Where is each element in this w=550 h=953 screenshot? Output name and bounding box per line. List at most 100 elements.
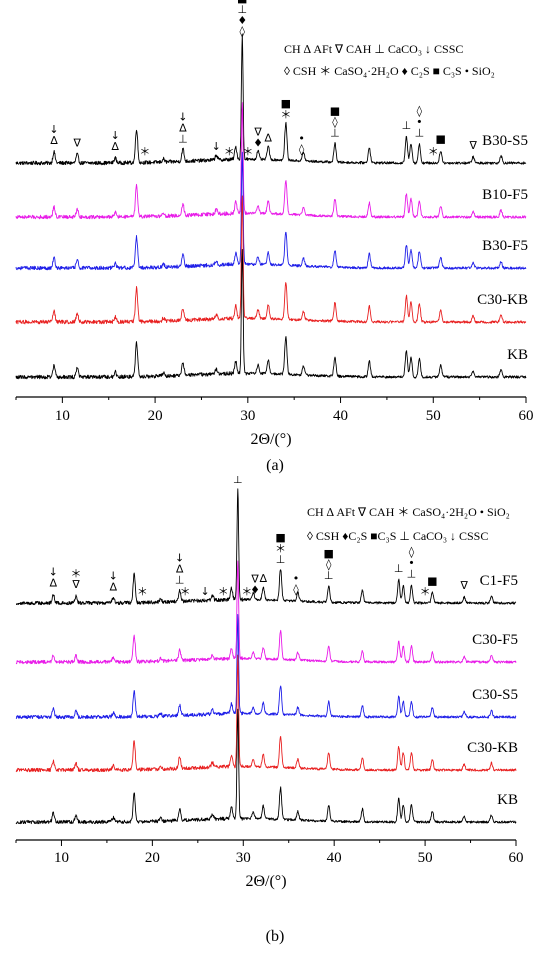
peak-marker-a-13-1: ◊ <box>332 115 338 128</box>
peak-marker-a-9-0: ∇ <box>253 125 262 138</box>
peak-marker-a-7-3: ◊ <box>240 25 246 38</box>
peak-marker-a-15-1: • <box>416 115 423 128</box>
peak-marker-b-14-1: ◊ <box>326 558 332 571</box>
peak-marker-a-6-0: ＊ <box>224 145 235 158</box>
peak-marker-a-4-1: ∆ <box>178 122 187 135</box>
peak-marker-a-12-0: • <box>298 132 305 145</box>
series-label-a-c30-kb: C30-KB <box>477 292 528 308</box>
peak-marker-b-11-0: ∆ <box>259 572 268 585</box>
peak-marker-a-2-0: ↓ <box>111 129 120 142</box>
peak-marker-b-1-1: ∇ <box>71 578 80 591</box>
peak-marker-b-10-1: ♦ <box>250 583 260 596</box>
trace-b-c30-f5 <box>15 560 517 665</box>
peak-marker-b-8-3: ⊥ <box>233 476 243 486</box>
peak-marker-a-0-1: ∆ <box>49 134 58 147</box>
series-label-a-b10-f5: B10-F5 <box>482 187 528 203</box>
peak-marker-a-15-0: ◊ <box>417 104 423 117</box>
x-tick-label-a-50: 50 <box>426 408 441 424</box>
x-tick-label-a-10: 10 <box>55 408 70 424</box>
panel-label-a: (a) <box>266 457 284 474</box>
peak-marker-a-16-0: ＊ <box>428 145 439 158</box>
trace-a-kb <box>15 249 527 380</box>
peak-marker-b-0-1: ∆ <box>49 576 58 589</box>
x-tick-label-b-50: 50 <box>418 850 433 866</box>
x-tick-label-b-20: 20 <box>145 850 160 866</box>
peak-marker-b-0-0: ↓ <box>49 565 58 578</box>
peak-marker-a-7-2: ♦ <box>237 14 247 27</box>
peak-marker-a-7-1: ⊥ <box>237 3 247 16</box>
peak-marker-b-13-1: ◊ <box>293 583 299 596</box>
legend-line-a-2: ◊ CSH ＊ CaSO₄·2H₂O ♦ C₂S ■ C₃S • SiO₂ <box>284 64 495 78</box>
trace-a-b10-f5 <box>15 102 527 220</box>
peak-marker-b-5-0: ＊ <box>180 585 191 598</box>
peak-marker-b-16-0: ◊ <box>409 546 415 559</box>
peak-marker-a-2-1: ∆ <box>111 140 120 153</box>
x-axis-label-a: 2Θ/(°) <box>250 431 291 448</box>
peak-marker-a-12-1: ◊ <box>299 143 305 156</box>
series-label-a-kb: KB <box>507 347 528 363</box>
peak-marker-a-13-2: ⊥ <box>330 126 340 139</box>
peak-marker-b-1-0: ＊ <box>71 567 82 580</box>
peak-marker-b-14-2: ⊥ <box>324 569 334 582</box>
peak-marker-a-4-2: ⊥ <box>178 133 188 146</box>
peak-marker-a-11-0: ■ <box>281 97 291 110</box>
peak-marker-a-9-1: ♦ <box>253 136 263 149</box>
series-label-b-c30-kb: C30-KB <box>467 740 518 756</box>
x-tick-label-b-60: 60 <box>509 850 524 866</box>
peak-marker-a-7-0: ■ <box>237 0 247 5</box>
legend-line-b-2: ◊ CSH ♦C₂S ■C₃S ⊥ CaCO₃ ↓ CSSC <box>307 529 488 543</box>
peak-marker-a-10-0: ∆ <box>264 131 273 144</box>
peak-marker-b-3-0: ＊ <box>137 585 148 598</box>
x-tick-label-b-10: 10 <box>54 850 69 866</box>
peak-marker-b-4-1: ∆ <box>175 562 184 575</box>
trace-a-b30-f5 <box>15 151 527 271</box>
peak-marker-b-18-0: ■ <box>427 575 437 588</box>
x-tick-label-a-20: 20 <box>148 408 163 424</box>
trace-b-c1-f5 <box>15 488 517 606</box>
peak-marker-b-7-0: ＊ <box>218 585 229 598</box>
peak-marker-a-8-0: ＊ <box>242 145 253 158</box>
x-tick-label-a-60: 60 <box>519 408 534 424</box>
peak-marker-a-15-2: ⊥ <box>415 126 425 139</box>
x-tick-label-a-30: 30 <box>240 408 255 424</box>
x-axis-label-b: 2Θ/(°) <box>245 873 286 890</box>
peak-marker-b-16-2: ⊥ <box>407 568 417 581</box>
peak-marker-b-4-0: ↓ <box>175 551 184 564</box>
series-label-b-c30-f5: C30-F5 <box>472 632 518 648</box>
peak-marker-b-9-0: ＊ <box>241 585 252 598</box>
panel-label-b: (b) <box>266 928 285 945</box>
trace-b-kb <box>15 708 517 825</box>
series-label-b-c1-f5: C1-F5 <box>480 573 518 589</box>
peak-marker-b-2-1: ∆ <box>109 580 118 593</box>
legend-line-a-1: CH ∆ AFt ∇ CAH ⊥ CaCO₃ ↓ CSSC <box>284 42 463 56</box>
trace-a-c30-kb <box>15 195 527 325</box>
peak-marker-b-19-0: ∇ <box>460 579 469 592</box>
legend-line-b-1: CH ∆ AFt ∇ CAH ＊ CaSO₄·2H₂O • SiO₂ <box>307 505 510 519</box>
peak-marker-a-11-1: ＊ <box>280 108 291 121</box>
peak-marker-b-12-1: ＊ <box>275 542 286 555</box>
peak-marker-b-14-0: ■ <box>324 547 334 560</box>
series-label-b-c30-s5: C30-S5 <box>472 687 518 703</box>
peak-marker-a-1-0: ∇ <box>73 136 82 149</box>
peak-marker-b-17-0: ＊ <box>420 585 431 598</box>
peak-marker-a-14-0: ⊥ <box>402 119 412 132</box>
peak-marker-b-4-2: ⊥ <box>175 573 185 586</box>
peak-marker-b-12-0: ■ <box>275 531 285 544</box>
peak-marker-a-18-0: ∇ <box>468 139 477 152</box>
peak-marker-a-17-0: ■ <box>435 133 445 146</box>
panel-b-chart: C1-F5 C30-F5 C30-S5 C30-KB KB 10 20 30 40 50 60 2Θ/… <box>15 476 524 945</box>
x-tick-label-b-40: 40 <box>327 850 342 866</box>
peak-marker-a-4-0: ↓ <box>178 111 187 124</box>
trace-a-b30-s5 <box>15 33 527 166</box>
series-label-b-kb: KB <box>497 792 518 808</box>
peak-marker-b-2-0: ↓ <box>109 569 118 582</box>
trace-b-c30-s5 <box>15 614 517 720</box>
peak-marker-a-3-0: ＊ <box>139 145 150 158</box>
peak-marker-b-13-0: • <box>293 572 300 585</box>
peak-marker-b-15-0: ⊥ <box>394 562 404 575</box>
series-label-a-b30-f5: B30-F5 <box>482 238 528 254</box>
series-label-a-b30-s5: B30-S5 <box>482 133 528 149</box>
peak-marker-a-5-0: ↓ <box>212 140 221 153</box>
peak-marker-b-12-2: ⊥ <box>276 553 286 566</box>
